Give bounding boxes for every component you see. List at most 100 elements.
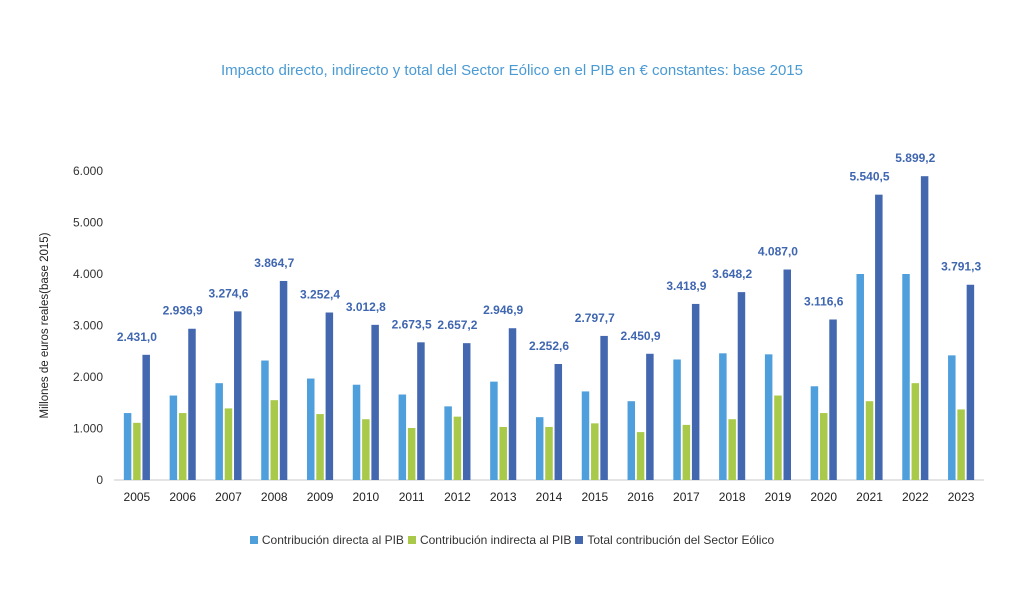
data-label-total-2005: 2.431,0 [117,330,157,344]
x-tick-label: 2013 [490,490,517,504]
legend-swatch [407,535,416,544]
legend: Contribución directa al PIB Contribución … [0,532,1024,547]
bar-direct-2012 [444,406,452,480]
bar-indirect-2016 [636,432,645,480]
x-tick-label: 2014 [536,490,563,504]
x-tick-label: 2015 [581,490,608,504]
bar-total-2012 [462,343,471,480]
bar-direct-2022 [902,274,910,480]
bar-direct-2009 [307,378,315,480]
bar-total-2013 [508,328,517,480]
bar-total-2018 [737,292,746,480]
data-label-total-2018: 3.648,2 [712,267,752,281]
y-axis-ticks: 0 1.000 2.000 3.000 4.000 5.000 6.000 [73,164,103,487]
x-tick-label: 2016 [627,490,654,504]
data-label-total-2008: 3.864,7 [254,256,294,270]
data-label-total-2011: 2.673,5 [392,317,432,331]
bar-direct-2019 [764,354,773,480]
bar-indirect-2023 [957,409,965,480]
bar-indirect-2010 [362,419,370,480]
bar-direct-2006 [169,395,178,480]
y-tick-label: 3.000 [73,319,103,333]
data-label-total-2010: 3.012,8 [346,300,386,314]
bar-direct-2020 [810,386,819,480]
bar-total-2016 [646,353,654,480]
chart-title: Impacto directo, indirecto y total del S… [220,62,803,79]
bars [123,176,975,480]
y-tick-label: 6.000 [73,164,103,178]
legend-item: Contribución directa al PIB [249,532,404,547]
bar-total-2009 [325,312,334,480]
bar-indirect-2018 [728,419,736,480]
y-tick-label: 2.000 [73,370,103,384]
bar-total-2006 [188,328,196,480]
x-tick-label: 2018 [719,490,746,504]
bar-total-2019 [783,269,791,480]
data-label-total-2023: 3.791,3 [941,260,981,274]
bar-indirect-2006 [178,413,187,480]
x-tick-label: 2012 [444,490,471,504]
x-tick-label: 2011 [399,490,425,504]
x-axis-ticks: 2005 2006 2007 2008 2009 2010 2011 2012 2013 2014… [124,490,975,504]
bar-direct-2014 [535,417,544,480]
data-label-total-2014: 2.252,6 [529,339,569,353]
bar-direct-2010 [352,384,361,480]
legend-item: Contribución indirecta al PIB [407,532,571,547]
y-tick-label: 0 [96,473,103,487]
data-label-total-2012: 2.657,2 [437,318,477,332]
bar-direct-2018 [719,353,727,480]
y-axis-title: Millones de euros reales(base 2015) [39,232,51,418]
legend-item: Total contribución del Sector Eólico [575,532,774,547]
data-label-total-2020: 3.116,6 [804,294,844,308]
bar-total-2005 [142,354,150,480]
bar-direct-2023 [948,355,956,480]
x-tick-label: 2022 [902,490,929,504]
bar-indirect-2020 [819,413,828,480]
bar-direct-2013 [490,381,498,480]
y-tick-label: 4.000 [73,267,103,281]
bar-indirect-2015 [591,423,599,480]
data-label-total-2019: 4.087,0 [758,245,798,259]
bar-direct-2015 [581,391,590,480]
bar-direct-2021 [856,274,864,480]
bar-indirect-2007 [224,408,233,480]
data-labels: 2.431,0 2.936,9 3.274,6 3.864,7 3.252,4 3.012… [117,151,982,353]
bar-total-2015 [600,335,608,480]
bar-indirect-2012 [453,416,462,480]
bar-indirect-2022 [911,383,920,480]
data-label-total-2006: 2.936,9 [163,304,203,318]
bar-direct-2017 [673,359,681,480]
bar-total-2008 [279,280,288,480]
x-tick-label: 2010 [352,490,379,504]
data-label-total-2007: 3.274,6 [208,286,248,300]
x-tick-label: 2021 [856,490,883,504]
legend-swatch [575,535,584,544]
data-label-total-2015: 2.797,7 [575,311,615,325]
bar-total-2014 [554,363,563,480]
bar-direct-2011 [398,394,407,480]
bar-direct-2008 [261,360,269,480]
data-label-total-2013: 2.946,9 [483,303,523,317]
bar-indirect-2017 [682,424,691,480]
x-tick-label: 2020 [810,490,837,504]
x-tick-label: 2006 [169,490,196,504]
legend-label: Total contribución del Sector Eólico [587,532,775,547]
bar-total-2010 [371,324,379,480]
bar-total-2020 [829,319,837,480]
bar-total-2023 [966,284,975,480]
y-tick-label: 1.000 [73,422,103,436]
bar-total-2022 [920,176,929,480]
bar-indirect-2014 [545,426,553,480]
bar-total-2021 [875,194,883,480]
bar-indirect-2011 [407,427,416,480]
legend-swatch [249,535,258,544]
y-tick-label: 5.000 [73,216,103,230]
x-tick-label: 2023 [948,490,975,504]
legend-label: Contribución directa al PIB [261,532,404,547]
bar-indirect-2019 [774,395,782,480]
bar-indirect-2021 [865,401,874,480]
data-label-total-2016: 2.450,9 [621,329,661,343]
bar-indirect-2013 [499,426,507,480]
x-tick-label: 2019 [765,490,792,504]
